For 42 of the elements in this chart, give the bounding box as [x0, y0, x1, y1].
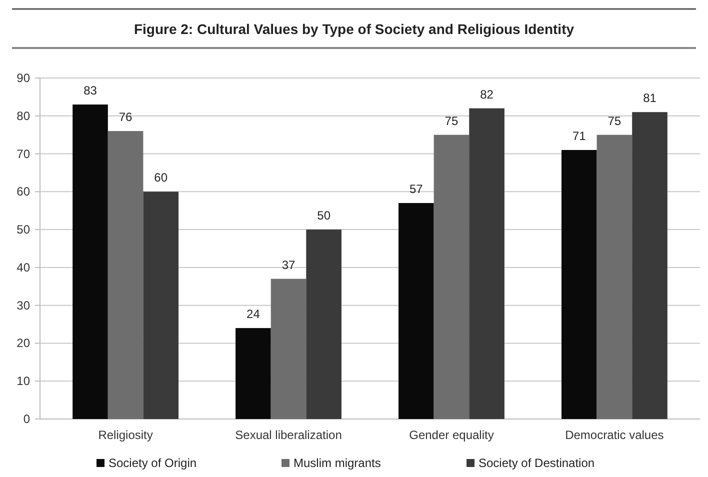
data-label: 37 — [282, 258, 296, 272]
bar — [398, 203, 434, 419]
data-label: 83 — [84, 84, 98, 98]
data-label: 75 — [608, 114, 622, 128]
bar — [596, 134, 632, 419]
bar — [236, 328, 271, 419]
x-tick-label: Religiosity — [98, 428, 153, 442]
data-label: 50 — [317, 208, 331, 223]
bar — [108, 131, 144, 419]
y-tick-label: 90 — [16, 71, 30, 85]
x-tick-label: Gender equality — [409, 428, 494, 442]
bar — [632, 112, 668, 419]
data-label: 60 — [154, 170, 168, 185]
y-tick-label: 20 — [16, 336, 30, 350]
data-label: 57 — [409, 182, 424, 196]
legend-label: Muslim migrants — [294, 456, 381, 470]
legend-label: Society of Destination — [478, 456, 595, 470]
x-tick-label: Sexual liberalization — [235, 428, 342, 442]
legend-label: Society of Origin — [108, 456, 197, 470]
y-tick-label: 10 — [16, 374, 30, 388]
x-tick-label: Democratic values — [565, 428, 664, 442]
y-tick-label: 0 — [23, 412, 30, 426]
bar — [434, 134, 470, 419]
data-label: 75 — [444, 114, 458, 128]
bar — [306, 230, 342, 419]
bar — [72, 104, 108, 419]
y-tick-label: 60 — [16, 184, 30, 199]
y-tick-label: 40 — [16, 260, 30, 274]
bar — [270, 278, 306, 419]
data-label: 81 — [643, 91, 657, 106]
data-label: 71 — [572, 128, 586, 143]
y-tick-label: 30 — [16, 298, 30, 312]
data-label: 76 — [118, 110, 133, 124]
y-tick-label: 70 — [16, 146, 30, 161]
y-tick-label: 50 — [16, 222, 30, 237]
bar — [561, 150, 597, 419]
y-tick-label: 80 — [16, 108, 30, 123]
bar — [143, 192, 179, 419]
data-label: 24 — [246, 307, 260, 322]
chart-title: Figure 2: Cultural Values by Type of Society and Religious Identity — [134, 21, 574, 37]
data-label: 82 — [480, 87, 494, 102]
bar — [469, 108, 504, 419]
